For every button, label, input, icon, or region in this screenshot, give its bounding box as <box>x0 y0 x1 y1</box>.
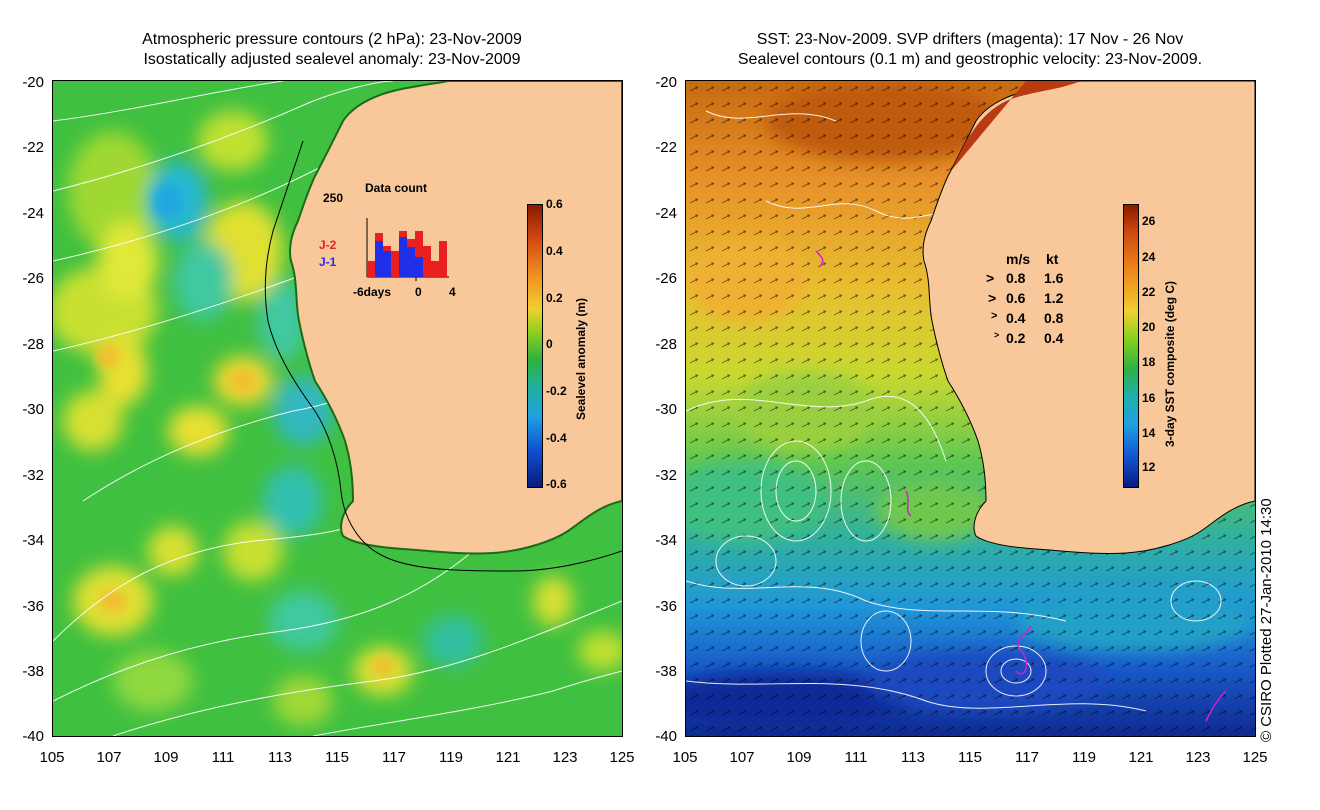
sla-cb-tick-0: 0 <box>546 337 553 351</box>
data-count-chart <box>366 218 449 281</box>
right-xtick-119: 119 <box>1072 749 1096 766</box>
drifter-tracks <box>815 250 1227 722</box>
sealevel-contours <box>686 110 1222 712</box>
sst-cb-tick-16: 16 <box>1142 391 1156 405</box>
right-xtick-111: 111 <box>844 749 868 766</box>
left-ytick-34: -34 <box>22 532 44 549</box>
right-xtick-123: 123 <box>1185 749 1211 766</box>
sst-cb-tick-12: 12 <box>1142 460 1156 474</box>
left-title-line1: Atmospheric pressure contours (2 hPa): 2… <box>142 31 522 48</box>
vel-legend-ms-2: 0.6 <box>1006 290 1026 306</box>
sst-colorbar <box>1123 204 1139 488</box>
left-xtick-115: 115 <box>325 749 349 766</box>
right-xtick-121: 121 <box>1128 749 1154 766</box>
vel-legend-kt-4: 0.4 <box>1044 330 1064 346</box>
data-count-xlabel-start: -6days <box>353 285 392 299</box>
data-count-xlabel-zero: 0 <box>415 285 422 299</box>
vel-legend-kt-2: 1.2 <box>1044 290 1064 306</box>
vel-legend-ms-4: 0.2 <box>1006 330 1026 346</box>
data-count-j1: J-1 <box>319 255 337 269</box>
left-ytick-28: -28 <box>22 336 44 353</box>
right-title-line1: SST: 23-Nov-2009. SVP drifters (magenta)… <box>756 31 1184 48</box>
vel-legend-arrow-3: > <box>991 310 998 322</box>
left-xtick-123: 123 <box>552 749 578 766</box>
left-ytick-32: -32 <box>22 467 44 484</box>
right-ytick-30: -30 <box>655 401 677 418</box>
data-count-j2: J-2 <box>319 238 337 252</box>
sst-cb-tick-24: 24 <box>1142 250 1156 264</box>
sla-cb-tick-n0.6: -0.6 <box>546 477 567 491</box>
data-count-ymax: 250 <box>323 191 344 205</box>
vel-legend-ms-1: 0.8 <box>1006 270 1026 286</box>
copyright-note: © CSIRO Plotted 27-Jan-2010 14:30 <box>1258 498 1275 742</box>
vel-legend-header-kt: kt <box>1046 251 1059 267</box>
sst-colorbar-label: 3-day SST composite (deg C) <box>1163 280 1177 447</box>
right-title-line2: Sealevel contours (0.1 m) and geostrophi… <box>737 51 1203 68</box>
right-xtick-105: 105 <box>672 749 698 766</box>
right-ytick-22: -22 <box>655 139 677 156</box>
sla-cb-tick-0.2: 0.2 <box>546 291 563 305</box>
left-map: Data count 250 J-2 J-1 -6days 0 4 <box>52 80 623 737</box>
left-ytick-24: -24 <box>22 205 44 222</box>
data-count-xlabel-end: 4 <box>449 285 456 299</box>
shelf-break <box>264 140 622 572</box>
right-ytick-26: -26 <box>655 270 677 287</box>
left-ytick-38: -38 <box>22 663 44 680</box>
right-ytick-20: -20 <box>655 74 677 91</box>
right-xtick-117: 117 <box>1015 749 1039 766</box>
sla-cb-tick-0.4: 0.4 <box>546 244 563 258</box>
right-map-svg <box>686 81 1255 736</box>
left-ytick-36: -36 <box>22 598 44 615</box>
right-ytick-34: -34 <box>655 532 677 549</box>
right-xtick-113: 113 <box>901 749 925 766</box>
sla-cb-tick-n0.2: -0.2 <box>546 384 567 398</box>
left-title-line2: Isostatically adjusted sealevel anomaly:… <box>143 51 521 68</box>
left-xtick-117: 117 <box>382 749 406 766</box>
sst-cb-tick-26: 26 <box>1142 214 1156 228</box>
sst-cb-tick-22: 22 <box>1142 285 1156 299</box>
right-ytick-28: -28 <box>655 336 677 353</box>
sla-cb-tick-n0.4: -0.4 <box>546 431 567 445</box>
right-xtick-115: 115 <box>958 749 982 766</box>
left-ytick-20: -20 <box>22 74 44 91</box>
right-ytick-40: -40 <box>655 728 677 745</box>
left-ytick-26: -26 <box>22 270 44 287</box>
sla-colorbar-label: Sealevel anomaly (m) <box>574 297 588 420</box>
right-ytick-32: -32 <box>655 467 677 484</box>
sla-cb-tick-0.6: 0.6 <box>546 197 563 211</box>
left-xtick-111: 111 <box>211 749 235 766</box>
right-map: m/s kt > 0.8 1.6 > 0.6 1.2 > 0.4 0.8 > 0… <box>685 80 1256 737</box>
data-count-title: Data count <box>365 181 428 195</box>
vel-legend-ms-3: 0.4 <box>1006 310 1026 326</box>
sla-colorbar <box>527 204 543 488</box>
left-ytick-22: -22 <box>22 139 44 156</box>
left-xtick-125: 125 <box>609 749 635 766</box>
sst-cb-tick-18: 18 <box>1142 355 1156 369</box>
right-ytick-36: -36 <box>655 598 677 615</box>
left-xtick-105: 105 <box>39 749 65 766</box>
right-xtick-109: 109 <box>786 749 812 766</box>
right-ytick-38: -38 <box>655 663 677 680</box>
left-xtick-119: 119 <box>439 749 463 766</box>
sst-cb-tick-14: 14 <box>1142 426 1156 440</box>
left-xtick-113: 113 <box>268 749 292 766</box>
left-xtick-107: 107 <box>96 749 122 766</box>
land-australia-right <box>922 81 1255 555</box>
vel-legend-kt-3: 0.8 <box>1044 310 1064 326</box>
right-ytick-24: -24 <box>655 205 677 222</box>
vel-legend-arrow-4: > <box>994 330 1000 340</box>
vel-legend-header-ms: m/s <box>1006 251 1031 267</box>
vel-legend-kt-1: 1.6 <box>1044 270 1064 286</box>
vel-legend-arrow-2: > <box>988 290 997 306</box>
left-ytick-30: -30 <box>22 401 44 418</box>
right-xtick-125: 125 <box>1242 749 1268 766</box>
vel-legend-arrow-1: > <box>986 270 995 286</box>
left-ytick-40: -40 <box>22 728 44 745</box>
sst-cb-tick-20: 20 <box>1142 320 1156 334</box>
right-xtick-107: 107 <box>729 749 755 766</box>
left-xtick-121: 121 <box>495 749 521 766</box>
left-xtick-109: 109 <box>153 749 179 766</box>
